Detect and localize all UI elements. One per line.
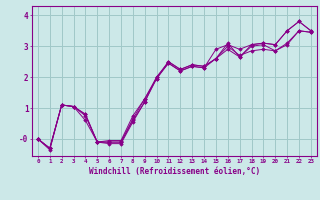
X-axis label: Windchill (Refroidissement éolien,°C): Windchill (Refroidissement éolien,°C) [89,167,260,176]
